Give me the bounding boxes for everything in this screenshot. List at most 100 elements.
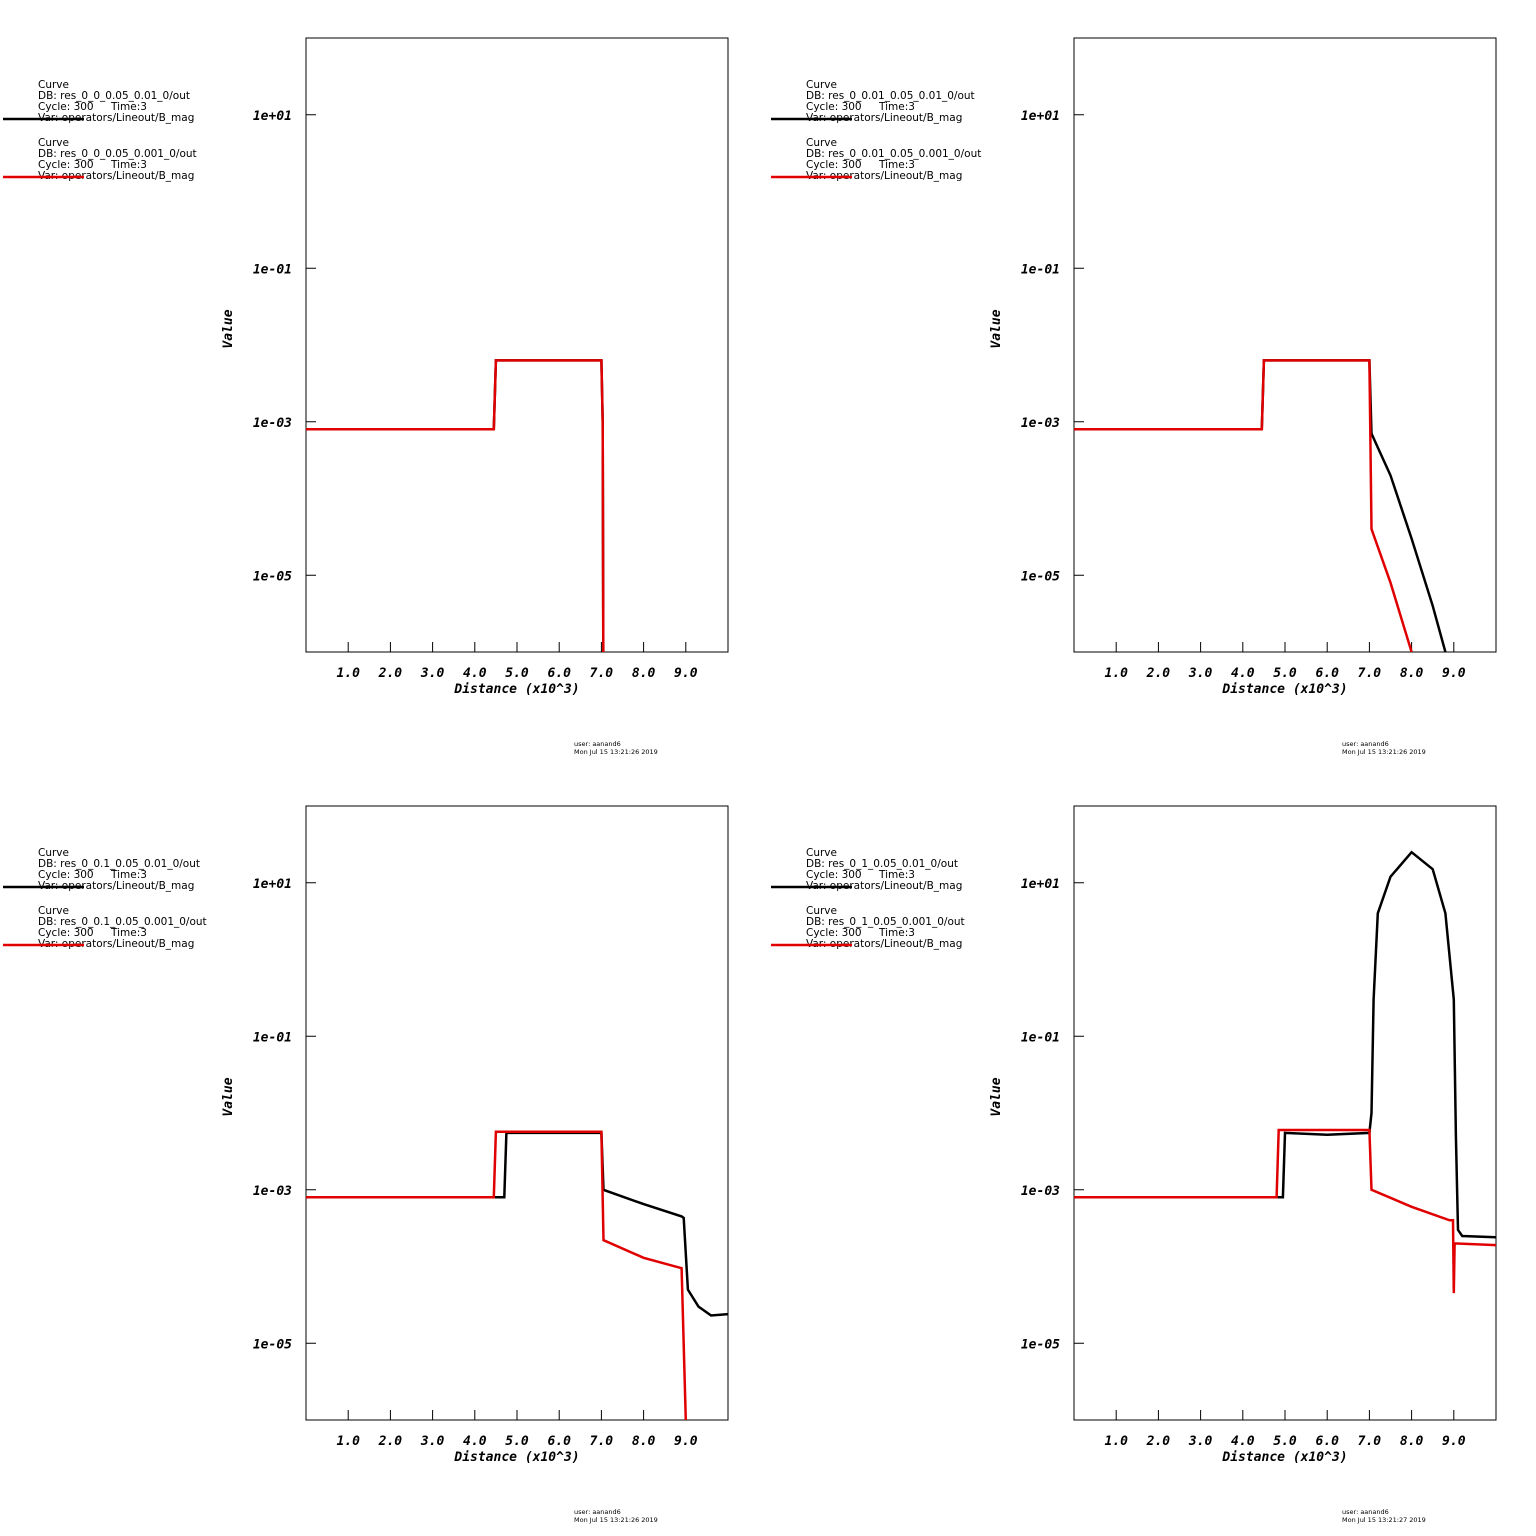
legend-text: Cycle: 300 [38, 159, 94, 171]
x-tick-label: 5.0 [505, 666, 529, 681]
y-tick-label: 1e-03 [1021, 416, 1060, 431]
legend-text: DB: res_0_1_0.05_0.01_0/out [806, 858, 958, 870]
legend-text: Time:3 [110, 159, 147, 171]
legend-text: Var: operators/Lineout/B_mag [806, 880, 962, 892]
plot-lines [306, 359, 605, 652]
x-tick-label: 2.0 [1146, 1434, 1171, 1449]
legend-text: DB: res_0_0.1_0.05_0.01_0/out [38, 858, 200, 870]
legend-text: Cycle: 300 [806, 101, 862, 113]
legend-text: Cycle: 300 [806, 869, 862, 881]
legend-text: Cycle: 300 [806, 927, 862, 939]
y-tick-label: 1e-01 [253, 1030, 292, 1045]
y-tick-label: 1e-05 [253, 1337, 292, 1352]
x-tick-label: 7.0 [1358, 1434, 1382, 1449]
plot-frame [305, 37, 729, 653]
y-tick-label: 1e-05 [1021, 1337, 1060, 1352]
y-tick-label: 1e+01 [1021, 877, 1060, 892]
legend-text: Curve [38, 847, 69, 859]
legend-text: Var: operators/Lineout/B_mag [38, 170, 194, 182]
plot-frame [1073, 37, 1497, 653]
x-tick-label: 5.0 [1273, 666, 1297, 681]
y-tick-label: 1e-03 [253, 1184, 292, 1199]
x-tick-label: 3.0 [1188, 666, 1213, 681]
plot-lines [306, 1130, 728, 1420]
x-tick-label: 7.0 [590, 1434, 614, 1449]
y-tick-label: 1e-03 [253, 416, 292, 431]
x-tick-label: 9.0 [1442, 1434, 1466, 1449]
x-tick-label: 1.0 [336, 666, 360, 681]
x-axis-label: Distance (x10^3) [1221, 1450, 1347, 1465]
x-tick-label: 8.0 [632, 1434, 656, 1449]
y-axis-label: Value [989, 1077, 1004, 1116]
y-tick-label: 1e-03 [1021, 1184, 1060, 1199]
x-tick-label: 4.0 [463, 666, 487, 681]
legend-text: Curve [806, 79, 837, 91]
x-tick-label: 1.0 [336, 1434, 360, 1449]
plot-lines [1074, 850, 1496, 1294]
legend-text: Time:3 [878, 869, 915, 881]
legend-text: Cycle: 300 [38, 101, 94, 113]
y-axis-label: Value [989, 309, 1004, 348]
y-tick-label: 1e-05 [253, 569, 292, 584]
x-tick-label: 9.0 [1442, 666, 1466, 681]
x-tick-label: 6.0 [1315, 666, 1339, 681]
x-tick-label: 7.0 [590, 666, 614, 681]
legend-text: Time:3 [878, 159, 915, 171]
legend-text: DB: res_0_0.1_0.05_0.001_0/out [38, 916, 207, 928]
legend-text: Time:3 [878, 101, 915, 113]
x-tick-label: 9.0 [674, 1434, 698, 1449]
y-tick-label: 1e-01 [1021, 1030, 1060, 1045]
x-tick-label: 6.0 [547, 666, 571, 681]
footer-user: user: aanand6 [1342, 1508, 1389, 1516]
x-axis-label: Distance (x10^3) [1221, 682, 1347, 697]
x-tick-label: 5.0 [1273, 1434, 1297, 1449]
series-line [306, 1130, 688, 1420]
series-line [1074, 359, 1447, 652]
footer-user: user: aanand6 [1342, 740, 1389, 748]
y-tick-label: 1e-01 [1021, 262, 1060, 277]
y-tick-label: 1e-01 [253, 262, 292, 277]
y-axis-label: Value [221, 309, 236, 348]
x-axis-label: Distance (x10^3) [453, 1450, 579, 1465]
legend-text: DB: res_0_0_0.05_0.001_0/out [38, 148, 197, 160]
footer-user: user: aanand6 [574, 740, 621, 748]
x-tick-label: 5.0 [505, 1434, 529, 1449]
x-tick-label: 2.0 [1146, 666, 1171, 681]
legend-text: Curve [38, 905, 69, 917]
plot-frame [1073, 805, 1497, 1421]
legend-text: DB: res_0_1_0.05_0.001_0/out [806, 916, 965, 928]
series-line [1074, 1128, 1496, 1294]
legend-text: Time:3 [878, 927, 915, 939]
series-line [1074, 359, 1413, 652]
x-tick-label: 1.0 [1104, 666, 1128, 681]
plot-lines [1074, 359, 1447, 652]
x-tick-label: 2.0 [378, 666, 403, 681]
x-tick-label: 7.0 [1358, 666, 1382, 681]
series-line [1074, 850, 1496, 1239]
x-axis-label: Distance (x10^3) [453, 682, 579, 697]
legend-text: Cycle: 300 [806, 159, 862, 171]
legend-text: Time:3 [110, 869, 147, 881]
footer-date: Mon Jul 15 13:21:26 2019 [574, 1516, 658, 1524]
x-tick-label: 3.0 [420, 1434, 445, 1449]
y-tick-label: 1e+01 [253, 877, 292, 892]
x-tick-label: 9.0 [674, 666, 698, 681]
x-tick-label: 3.0 [1188, 1434, 1213, 1449]
x-tick-label: 6.0 [1315, 1434, 1339, 1449]
legend-text: Var: operators/Lineout/B_mag [38, 112, 194, 124]
legend-text: Curve [806, 137, 837, 149]
legend-text: Curve [38, 137, 69, 149]
series-line [306, 1131, 728, 1317]
series-line [306, 359, 605, 652]
x-tick-label: 8.0 [632, 666, 656, 681]
legend-text: Curve [806, 847, 837, 859]
x-tick-label: 8.0 [1400, 666, 1424, 681]
x-tick-label: 3.0 [420, 666, 445, 681]
x-tick-label: 1.0 [1104, 1434, 1128, 1449]
x-tick-label: 4.0 [1231, 1434, 1255, 1449]
legend-text: Var: operators/Lineout/B_mag [806, 938, 962, 950]
legend-text: Var: operators/Lineout/B_mag [38, 938, 194, 950]
x-tick-label: 4.0 [463, 1434, 487, 1449]
x-tick-label: 2.0 [378, 1434, 403, 1449]
